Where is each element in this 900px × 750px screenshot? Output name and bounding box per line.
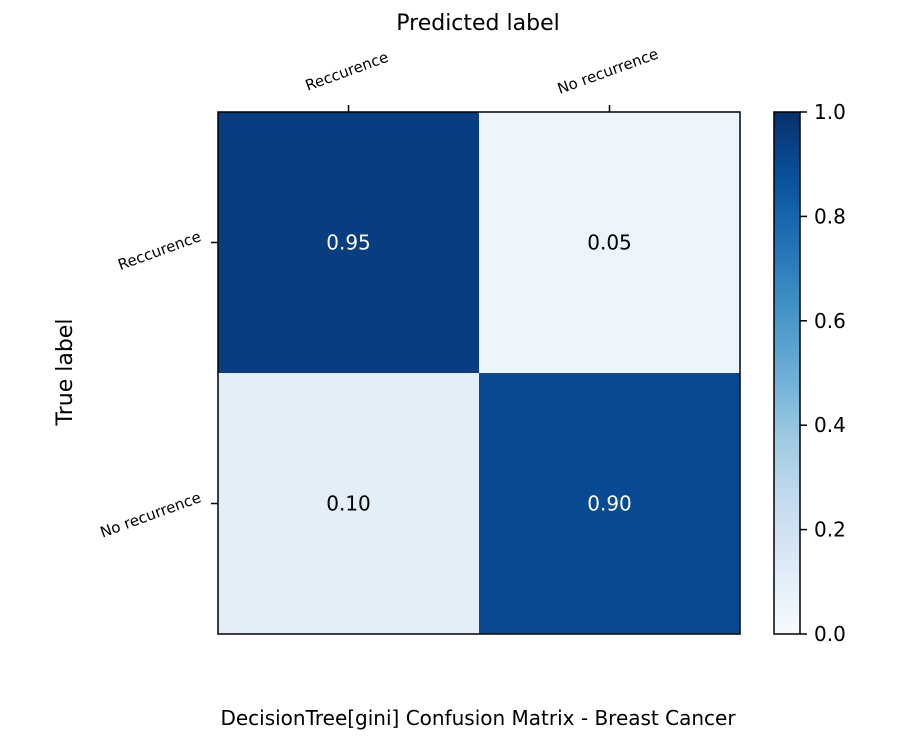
y-tick-label: No recurrence (98, 488, 204, 541)
colorbar-tick-label: 0.2 (814, 518, 846, 542)
colorbar: 0.0 0.2 0.4 0.6 0.8 1.0 (773, 100, 846, 646)
heatmap-cells (218, 112, 740, 634)
colorbar-tick-label: 0.6 (814, 309, 846, 333)
cell-value-label: 0.05 (587, 231, 632, 255)
x-axis-title: Predicted label (396, 11, 559, 36)
matrix-frame (217, 111, 741, 635)
y-axis-title: True label (53, 319, 78, 427)
colorbar-tick-label: 0.0 (814, 622, 846, 646)
y-axis-ticks: Reccurence No recurrence (98, 227, 218, 541)
heatmap-cell (218, 112, 479, 373)
x-tick-label: Reccurence (303, 48, 391, 95)
heatmap-cell (479, 112, 740, 373)
cell-value-label: 0.10 (326, 492, 371, 516)
colorbar-tick-label: 0.4 (814, 413, 846, 437)
cell-value-labels: 0.95 0.05 0.10 0.90 (326, 231, 632, 516)
colorbar-tick-label: 0.8 (814, 204, 846, 228)
x-axis-ticks: Reccurence No recurrence (303, 45, 661, 112)
chart-title: DecisionTree[gini] Confusion Matrix - Br… (220, 706, 736, 730)
heatmap-cell (218, 373, 479, 634)
cell-value-label: 0.95 (326, 231, 371, 255)
x-tick-label: No recurrence (555, 45, 661, 98)
colorbar-gradient (773, 111, 801, 635)
y-tick-label: Reccurence (115, 227, 203, 274)
colorbar-tick-label: 1.0 (814, 100, 846, 124)
cell-value-label: 0.90 (587, 492, 632, 516)
colorbar-ticks: 0.0 0.2 0.4 0.6 0.8 1.0 (800, 100, 846, 646)
heatmap-cell (479, 373, 740, 634)
